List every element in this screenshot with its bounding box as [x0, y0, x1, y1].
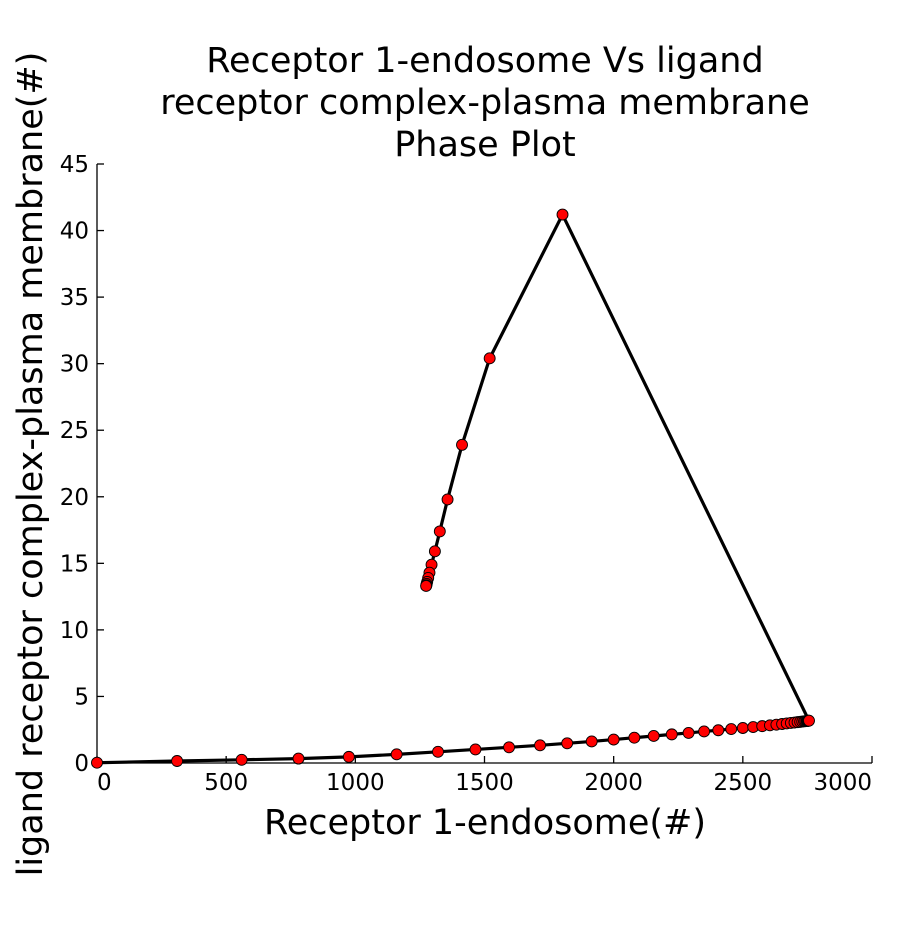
- data-point: [91, 756, 103, 769]
- data-point: [585, 735, 598, 748]
- chart-title-line-3: Phase Plot: [394, 125, 576, 165]
- data-point: [556, 208, 569, 221]
- data-point: [725, 723, 738, 736]
- data-point: [432, 745, 444, 758]
- data-point: [561, 737, 574, 750]
- y-tick-label: 45: [60, 152, 89, 178]
- data-point: [483, 352, 496, 365]
- data-point: [534, 739, 546, 752]
- x-tick-label: 1000: [326, 770, 385, 796]
- x-axis-label: Receptor 1-endosome(#): [264, 803, 706, 843]
- x-tick-label: 2500: [714, 770, 773, 796]
- chart-title: Receptor 1-endosome Vs ligand receptor c…: [160, 41, 810, 165]
- data-point: [433, 525, 446, 538]
- series-line: [95, 212, 811, 765]
- y-ticks: 0 5 10 15 20 25 30 35 40 45: [60, 152, 104, 777]
- data-point: [712, 724, 725, 737]
- data-point: [292, 752, 305, 765]
- data-point: [171, 755, 184, 767]
- data-point: [628, 731, 641, 744]
- data-point: [682, 726, 695, 739]
- data-point: [469, 743, 482, 756]
- data-point: [647, 730, 660, 742]
- x-tick-label: 0: [97, 770, 112, 796]
- y-tick-label: 5: [74, 684, 89, 710]
- axes: [96, 164, 872, 764]
- data-point: [342, 750, 355, 763]
- y-axis-label: ligand receptor complex-plasma membrane(…: [11, 52, 51, 877]
- data-point: [428, 545, 441, 558]
- y-tick-label: 40: [60, 219, 89, 245]
- data-point: [390, 748, 403, 761]
- plot-area: [91, 208, 815, 769]
- data-point: [441, 493, 454, 506]
- y-tick-label: 0: [74, 751, 89, 777]
- data-point: [736, 722, 749, 734]
- x-tick-label: 1500: [455, 770, 514, 796]
- chart-title-line-2: receptor complex-plasma membrane: [160, 83, 810, 123]
- data-point: [503, 741, 515, 754]
- y-tick-label: 20: [60, 485, 89, 511]
- x-tick-label: 500: [204, 770, 248, 796]
- chart-title-line-1: Receptor 1-endosome Vs ligand: [206, 41, 763, 81]
- data-point: [420, 580, 433, 592]
- y-tick-label: 25: [60, 418, 89, 444]
- y-tick-label: 30: [60, 352, 89, 378]
- data-point: [456, 438, 468, 451]
- series-points: [91, 208, 815, 769]
- data-point: [665, 728, 678, 741]
- data-point: [607, 733, 620, 746]
- data-point: [698, 725, 711, 738]
- data-point: [235, 753, 248, 766]
- x-tick-label: 2000: [584, 770, 643, 796]
- x-ticks: 0 500 1000 1500 2000 2500 3000: [96, 756, 873, 796]
- y-tick-label: 35: [60, 285, 89, 311]
- data-point: [803, 714, 815, 727]
- x-tick-label: 3000: [813, 770, 872, 796]
- y-tick-label: 15: [60, 551, 89, 577]
- y-tick-label: 10: [60, 618, 89, 644]
